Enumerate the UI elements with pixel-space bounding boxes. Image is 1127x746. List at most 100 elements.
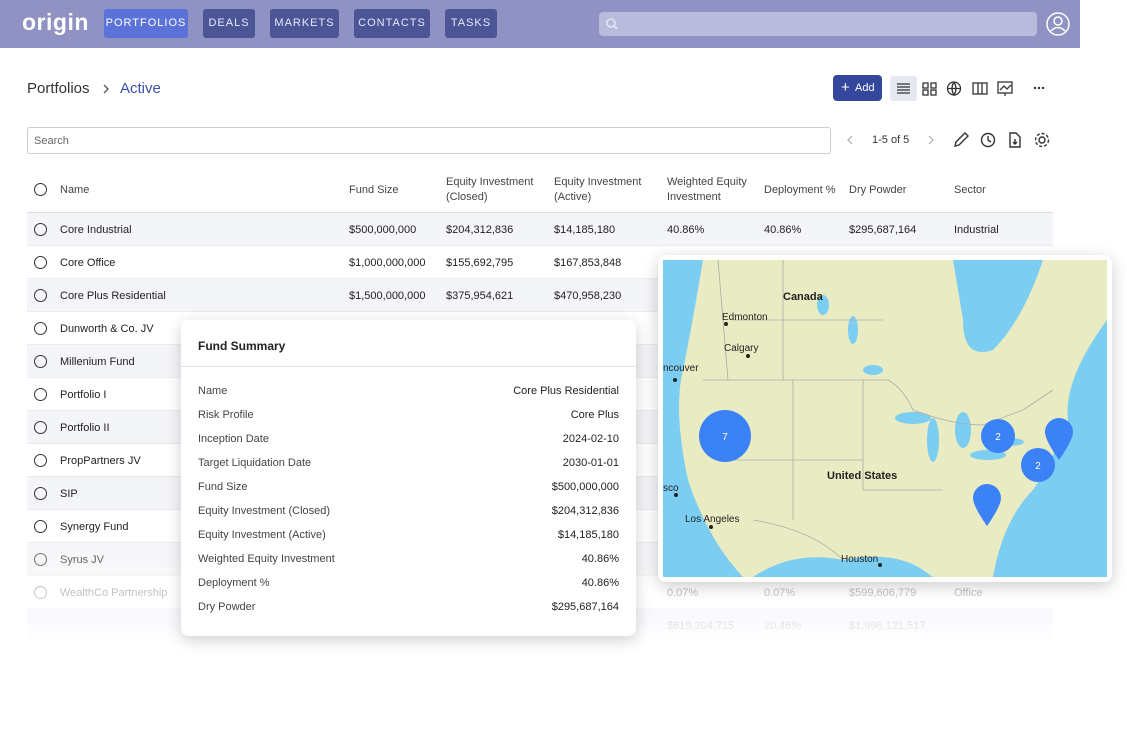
map[interactable]: Canada United States Edmonton Calgary nc… xyxy=(663,260,1107,577)
row-checkbox[interactable] xyxy=(34,421,47,434)
map-label: Houston xyxy=(841,554,878,565)
column-header[interactable]: Name xyxy=(60,183,90,196)
prev-page[interactable] xyxy=(845,135,855,145)
cell: 40.86% xyxy=(764,224,802,236)
map-label: United States xyxy=(827,470,897,482)
row-checkbox[interactable] xyxy=(34,322,47,335)
nav-tab[interactable]: MARKETS xyxy=(270,9,339,38)
cluster-count[interactable]: 2 xyxy=(1035,461,1041,472)
next-page[interactable] xyxy=(926,135,936,145)
column-header[interactable]: Deployment % xyxy=(764,183,836,196)
field-label: Risk Profile xyxy=(198,409,254,421)
field-label: Name xyxy=(198,385,228,397)
column-header[interactable]: Dry Powder xyxy=(849,183,907,196)
row-name: Core Industrial xyxy=(60,224,132,236)
cluster-count[interactable]: 2 xyxy=(995,432,1001,443)
select-all[interactable] xyxy=(34,183,47,196)
field-value: Core Plus Residential xyxy=(513,385,619,397)
map-label: Calgary xyxy=(724,343,758,354)
row-checkbox[interactable] xyxy=(34,355,47,368)
map-label: Los Angeles xyxy=(685,514,740,525)
search-icon xyxy=(606,18,618,30)
column-header[interactable]: Fund Size xyxy=(349,183,399,196)
map-label: Canada xyxy=(783,291,824,303)
column-header[interactable]: Sector xyxy=(954,183,986,196)
row-checkbox[interactable] xyxy=(34,388,47,401)
add-label: Add xyxy=(855,82,875,94)
table-actions[interactable] xyxy=(952,131,1052,149)
row-name: PropPartners JV xyxy=(60,455,141,467)
field-label: Deployment % xyxy=(198,577,270,589)
more-menu[interactable] xyxy=(1032,85,1048,91)
row-checkbox[interactable] xyxy=(34,487,47,500)
column-header[interactable]: Equity Investment (Closed) xyxy=(446,176,534,203)
cell: $375,954,621 xyxy=(446,290,514,302)
row-name: Dunworth & Co. JV xyxy=(60,323,154,335)
field-label: Dry Powder xyxy=(198,601,256,613)
plus-icon: + xyxy=(841,79,850,96)
field-label: Inception Date xyxy=(198,433,269,445)
nav-search[interactable] xyxy=(599,12,1037,36)
row-name: Portfolio I xyxy=(60,389,107,401)
column-header[interactable]: Weighted Equity Investment xyxy=(667,176,747,203)
nav-tab[interactable]: DEALS xyxy=(203,9,255,38)
divider xyxy=(181,366,636,367)
field-value: 40.86% xyxy=(581,577,619,589)
map-label: Edmonton xyxy=(722,312,768,323)
field-label: Equity Investment (Closed) xyxy=(198,505,331,517)
header-row xyxy=(27,165,1053,213)
field-value: $500,000,000 xyxy=(551,481,619,493)
row-name: Synergy Fund xyxy=(60,521,129,533)
nav-tab[interactable]: PORTFOLIOS xyxy=(104,9,188,38)
row-checkbox[interactable] xyxy=(34,256,47,269)
map-label: ncouver xyxy=(663,363,699,374)
add-button[interactable]: + Add xyxy=(833,75,882,101)
search-input[interactable]: Search xyxy=(27,127,831,154)
cell: 40.86% xyxy=(667,224,705,236)
map-card: Canada United States Edmonton Calgary nc… xyxy=(658,255,1112,582)
field-value: $14,185,180 xyxy=(557,529,619,541)
view-toolbar[interactable] xyxy=(888,75,1023,102)
field-label: Weighted Equity Investment xyxy=(198,553,335,565)
row-name: Portfolio II xyxy=(60,422,110,434)
card-title: Fund Summary xyxy=(198,339,286,353)
nav-tab[interactable]: CONTACTS xyxy=(354,9,430,38)
cell: $1,000,000,000 xyxy=(349,257,426,269)
breadcrumb-chevron xyxy=(103,84,109,94)
field-label: Target Liquidation Date xyxy=(198,457,312,469)
logo[interactable]: origin xyxy=(22,9,89,35)
map-pin[interactable] xyxy=(1045,418,1073,460)
breadcrumb[interactable]: Portfolios xyxy=(27,80,90,97)
row-name: SIP xyxy=(60,488,78,500)
row-checkbox[interactable] xyxy=(34,223,47,236)
field-value: $295,687,164 xyxy=(551,601,619,613)
cell: $1,500,000,000 xyxy=(349,290,426,302)
field-label: Fund Size xyxy=(198,481,248,493)
navbar: origin PORTFOLIOS DEALS MARKETS CONTACTS TAS… xyxy=(0,0,1080,48)
fund-summary-card: Fund Summary Name Core Plus Residential Ri… xyxy=(181,320,636,636)
cell: $295,687,164 xyxy=(849,224,917,236)
cell: Industrial xyxy=(954,224,999,236)
table-row[interactable] xyxy=(27,213,1053,246)
map-label: sco xyxy=(663,483,679,494)
row-checkbox[interactable] xyxy=(34,520,47,533)
row-name: Core Office xyxy=(60,257,116,269)
cell: $167,853,848 xyxy=(554,257,622,269)
cell: $500,000,000 xyxy=(349,224,417,236)
row-name: Core Plus Residential xyxy=(60,290,166,302)
field-value: Core Plus xyxy=(570,409,619,421)
column-header[interactable]: Equity Investment (Active) xyxy=(554,176,642,203)
cluster-count[interactable]: 7 xyxy=(722,432,728,443)
breadcrumb-current: Active xyxy=(120,80,161,97)
cell: $470,958,230 xyxy=(554,290,622,302)
row-checkbox[interactable] xyxy=(34,289,47,302)
user-avatar[interactable] xyxy=(1045,11,1071,37)
cell: $204,312,836 xyxy=(446,224,514,236)
map-pin[interactable] xyxy=(973,484,1001,526)
pagination: 1-5 of 5 xyxy=(872,134,910,146)
nav-tab[interactable]: TASKS xyxy=(445,9,497,38)
row-checkbox[interactable] xyxy=(34,454,47,467)
row-name: Millenium Fund xyxy=(60,356,135,368)
field-value: $204,312,836 xyxy=(551,505,619,517)
